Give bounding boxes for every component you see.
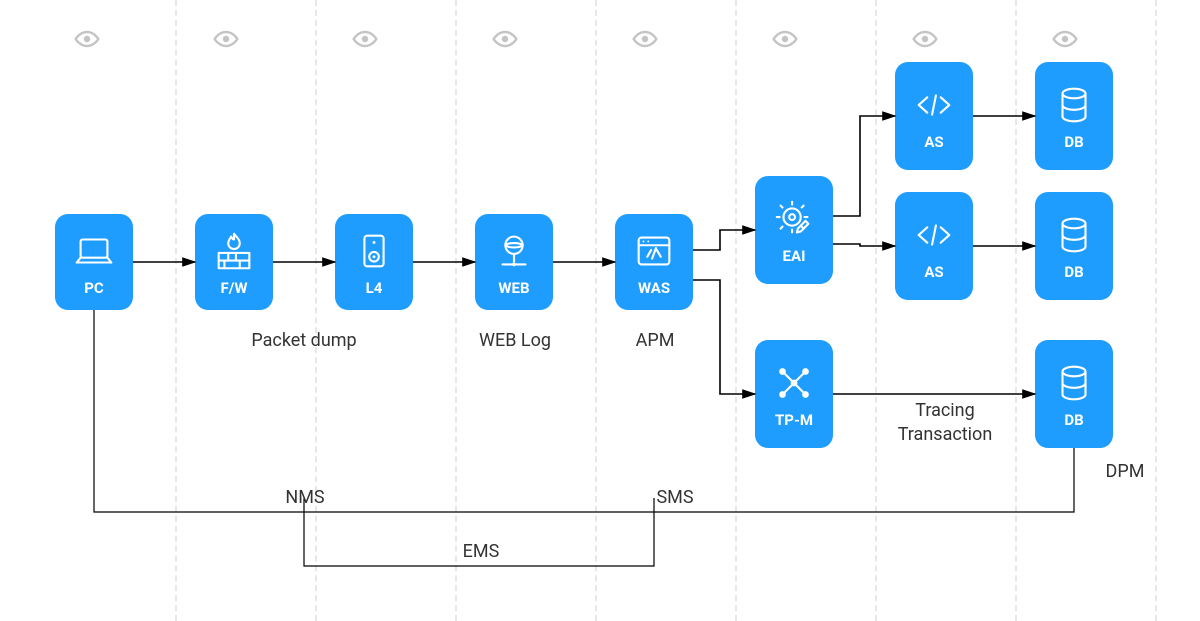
label-sms: SMS xyxy=(640,487,710,508)
label-ems: EMS xyxy=(446,541,516,562)
architecture-diagram: PCF/WL4WEBWASEAITP-MASASDBDBDBPacket dum… xyxy=(0,0,1200,621)
bracket-nms-sms xyxy=(94,310,1074,512)
label-nms: NMS xyxy=(270,487,340,508)
bracket-layer xyxy=(0,0,1200,621)
